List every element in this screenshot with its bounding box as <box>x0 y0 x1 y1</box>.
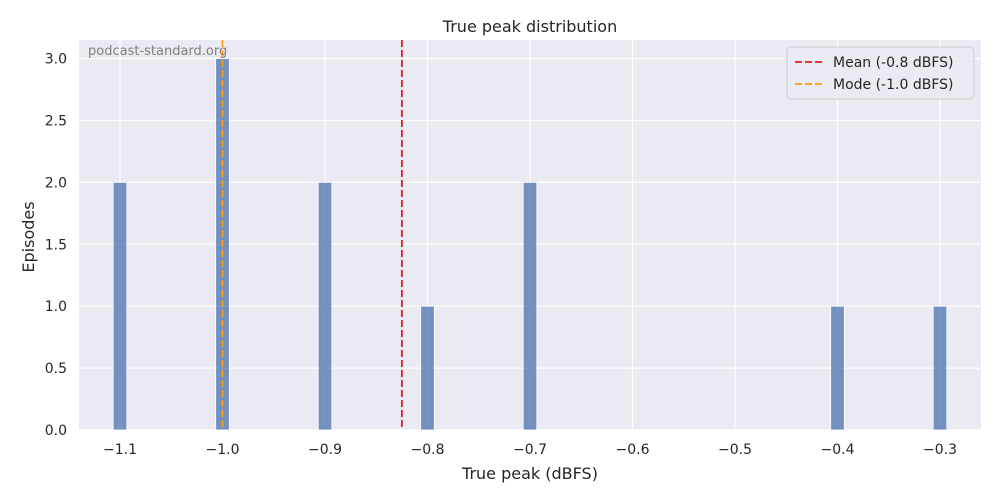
x-tick-label: −0.5 <box>718 442 752 458</box>
y-tick-labels: 0.0 0.5 1.0 1.5 2.0 2.5 3.0 <box>45 52 67 439</box>
histogram-bar <box>317 181 333 431</box>
x-tick-label: −1.1 <box>103 442 137 458</box>
x-tick-labels: −1.1 −1.0 −0.9 −0.8 −0.7 −0.6 −0.5 −0.4 −0.3 <box>103 442 957 458</box>
x-tick-label: −0.9 <box>308 442 342 458</box>
y-tick-label: 1.0 <box>45 299 67 315</box>
histogram-bar <box>522 181 538 431</box>
y-tick-label: 0.0 <box>45 423 67 439</box>
reference-lines <box>221 40 403 430</box>
x-tick-label: −0.7 <box>513 442 547 458</box>
histogram-bar <box>112 181 128 431</box>
histogram-bar <box>830 305 845 431</box>
x-axis-label: True peak (dBFS) <box>461 464 598 483</box>
y-tick-label: 0.5 <box>45 361 67 377</box>
legend: Mean (-0.8 dBFS) Mode (-1.0 dBFS) <box>786 46 975 100</box>
y-tick-label: 2.5 <box>45 113 67 129</box>
legend-label: Mean (-0.8 dBFS) <box>833 55 953 71</box>
x-tick-label: −0.6 <box>616 442 650 458</box>
y-axis-label: Episodes <box>19 201 38 272</box>
histogram-bars <box>112 58 948 431</box>
y-tick-label: 2.0 <box>45 175 67 191</box>
legend-box <box>786 46 975 100</box>
histogram-bar <box>420 305 435 431</box>
chart-title: True peak distribution <box>442 17 617 36</box>
watermark: podcast-standard.org <box>88 44 227 59</box>
x-tick-label: −0.4 <box>821 442 855 458</box>
histogram-bar <box>932 305 948 431</box>
x-tick-label: −1.0 <box>206 442 240 458</box>
legend-label: Mode (-1.0 dBFS) <box>833 77 953 93</box>
x-tick-label: −0.8 <box>411 442 445 458</box>
x-tick-label: −0.3 <box>923 442 957 458</box>
y-tick-label: 1.5 <box>45 237 67 253</box>
y-tick-label: 3.0 <box>45 52 67 68</box>
